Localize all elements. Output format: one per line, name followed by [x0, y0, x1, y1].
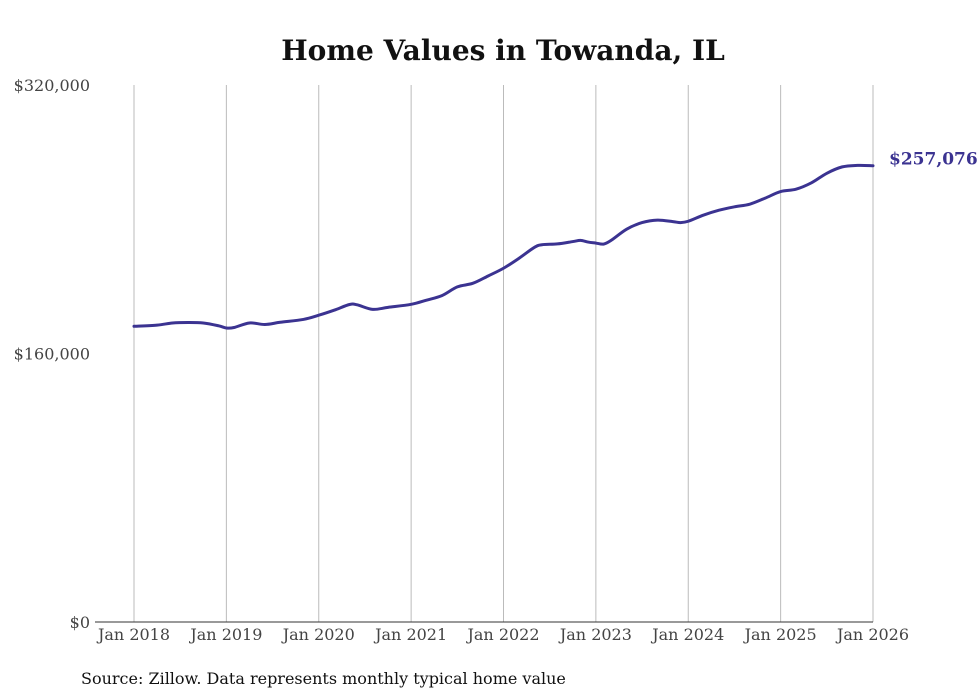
- end-value-label: $257,076: [889, 150, 978, 170]
- x-tick-label: Jan 2018: [96, 625, 170, 644]
- chart-title: Home Values in Towanda, IL: [281, 34, 725, 67]
- series-layer: $257,076: [132, 150, 978, 330]
- x-tick-label: Jan 2022: [465, 625, 539, 644]
- x-tick-label: Jan 2026: [835, 625, 909, 644]
- y-tick-label: $160,000: [14, 345, 90, 364]
- series-line: [132, 163, 875, 330]
- y-tick-label: $0: [70, 613, 90, 632]
- x-tick-label: Jan 2024: [650, 625, 724, 644]
- x-axis: Jan 2018 Jan 2019 Jan 2020 Jan 2021 Jan 2022…: [96, 625, 909, 644]
- x-tick-label: Jan 2023: [558, 625, 632, 644]
- source-note: Source: Zillow. Data represents monthly …: [81, 669, 566, 688]
- y-tick-label: $320,000: [14, 76, 90, 95]
- grid-layer: [133, 85, 874, 622]
- y-axis: $0 $160,000 $320,000: [14, 76, 90, 632]
- x-tick-label: Jan 2021: [373, 625, 447, 644]
- x-tick-label: Jan 2020: [281, 625, 355, 644]
- x-tick-label: Jan 2025: [743, 625, 817, 644]
- x-tick-label: Jan 2019: [188, 625, 262, 644]
